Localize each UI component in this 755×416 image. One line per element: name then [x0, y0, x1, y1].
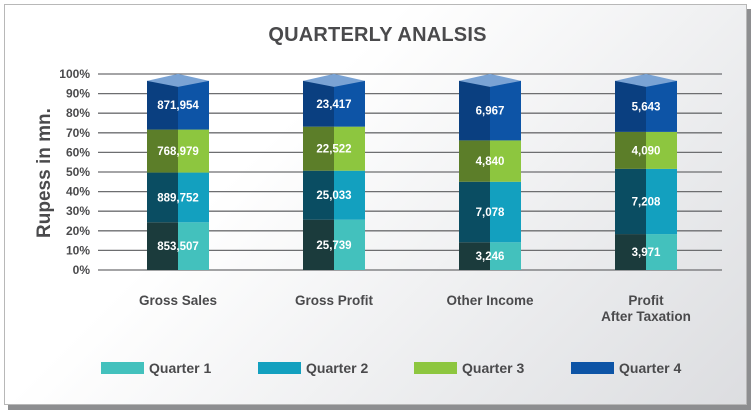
bar-segment-left: [303, 219, 334, 270]
bar-segment-left: [615, 80, 646, 132]
data-label: 5,643: [632, 101, 661, 113]
legend-swatch: [101, 362, 144, 374]
bar-cap: [459, 73, 521, 87]
data-label: 25,739: [316, 240, 351, 252]
bar-segment-left: [147, 172, 178, 223]
bar-segment-right: [334, 219, 365, 270]
y-tick-label: 60%: [66, 145, 90, 159]
y-tick-label: 70%: [66, 126, 90, 140]
legend-swatch: [414, 362, 457, 374]
y-tick-label: 10%: [66, 243, 90, 257]
bar-segment-left: [459, 140, 490, 182]
x-category-label: Other Income: [446, 293, 534, 308]
x-category-label: Gross Profit: [295, 293, 374, 308]
bar-segment-left: [147, 129, 178, 173]
data-label: 889,752: [157, 192, 199, 204]
data-label: 4,090: [632, 145, 661, 157]
bar-segment-right: [334, 80, 365, 127]
y-tick-label: 20%: [66, 224, 90, 238]
bar-segment-right: [646, 80, 677, 132]
data-label: 25,033: [316, 190, 351, 202]
bar-segment-right: [490, 80, 521, 141]
bar-segment-left: [459, 242, 490, 270]
bar-segment-left: [303, 170, 334, 220]
y-tick-label: 80%: [66, 106, 90, 120]
bar-cap: [615, 73, 677, 87]
x-category-label: Profit: [628, 293, 664, 308]
legend-label: Quarter 1: [149, 360, 211, 376]
data-label: 7,208: [632, 196, 661, 208]
bar-segment-left: [459, 80, 490, 141]
data-label: 871,954: [157, 100, 199, 112]
x-category-label: After Taxation: [601, 309, 691, 324]
bar-segment-right: [334, 126, 365, 171]
y-tick-label: 40%: [66, 185, 90, 199]
bar-segment-left: [615, 168, 646, 235]
y-tick-label: 50%: [66, 165, 90, 179]
bar-segment-right: [646, 131, 677, 169]
bar-segment-right: [490, 181, 521, 243]
data-label: 6,967: [476, 106, 505, 118]
bar-segment-right: [490, 140, 521, 182]
bar-segment-right: [178, 80, 209, 130]
bar-segment-left: [147, 80, 178, 130]
data-label: 23,417: [316, 99, 351, 111]
legend-swatch: [258, 362, 301, 374]
bar-segment-left: [459, 181, 490, 243]
data-label: 7,078: [476, 207, 505, 219]
legend-label: Quarter 2: [306, 360, 368, 376]
bar-segment-right: [178, 222, 209, 270]
bar-segment-right: [646, 168, 677, 235]
legend-swatch: [571, 362, 614, 374]
chart-title: QUARTERLY ANALSIS: [268, 24, 487, 46]
bar-segment-right: [490, 242, 521, 270]
data-label: 22,522: [316, 144, 351, 156]
legend-label: Quarter 4: [619, 360, 681, 376]
data-label: 3,246: [476, 251, 505, 263]
data-label: 3,971: [632, 247, 661, 259]
x-category-label: Gross Sales: [139, 293, 217, 308]
legend-label: Quarter 3: [462, 360, 524, 376]
bar-cap: [303, 73, 365, 87]
bar-cap: [147, 73, 209, 87]
bar-segment-left: [303, 126, 334, 171]
data-label: 853,507: [157, 241, 199, 253]
bar-segment-right: [334, 170, 365, 220]
y-tick-label: 100%: [59, 67, 90, 81]
y-tick-label: 90%: [66, 87, 90, 101]
data-label: 4,840: [476, 156, 505, 168]
bar-segment-left: [615, 131, 646, 169]
bar-segment-left: [615, 234, 646, 270]
y-tick-label: 30%: [66, 204, 90, 218]
bar-segment-right: [646, 234, 677, 270]
bar-segment-left: [147, 222, 178, 270]
bar-segment-left: [303, 80, 334, 127]
data-label: 768,979: [157, 146, 199, 158]
y-tick-label: 0%: [73, 263, 91, 277]
bar-segment-right: [178, 129, 209, 173]
bar-segment-right: [178, 172, 209, 223]
